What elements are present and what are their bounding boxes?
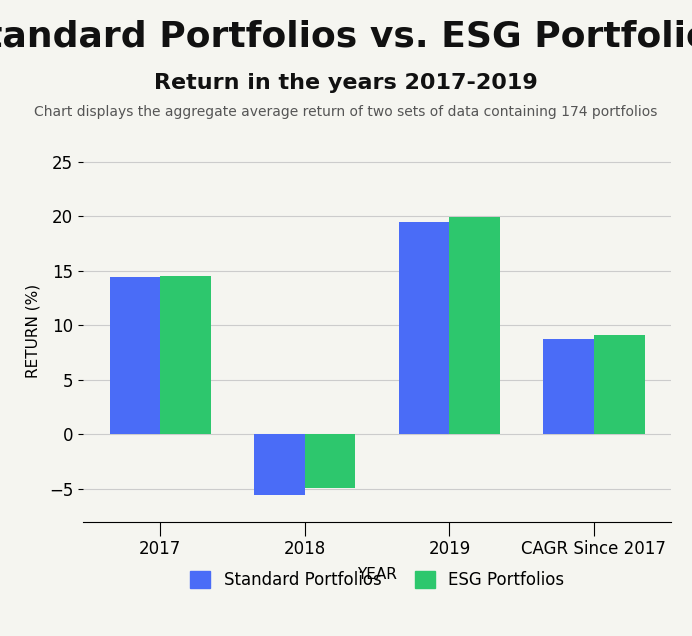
Bar (594, 335, 644, 434)
Bar (305, 434, 356, 488)
X-axis label: YEAR: YEAR (357, 567, 397, 581)
Bar (399, 222, 449, 434)
Bar (449, 218, 500, 434)
Bar (254, 434, 305, 495)
Bar (110, 277, 161, 434)
Bar (161, 276, 211, 434)
Legend: Standard Portfolios, ESG Portfolios: Standard Portfolios, ESG Portfolios (182, 562, 572, 597)
Text: Chart displays the aggregate average return of two sets of data containing 174 p: Chart displays the aggregate average ret… (35, 105, 657, 119)
Bar (543, 340, 594, 434)
Text: Return in the years 2017-2019: Return in the years 2017-2019 (154, 73, 538, 93)
Y-axis label: RETURN (%): RETURN (%) (26, 284, 41, 378)
Text: Standard Portfolios vs. ESG Portfolios: Standard Portfolios vs. ESG Portfolios (0, 19, 692, 53)
